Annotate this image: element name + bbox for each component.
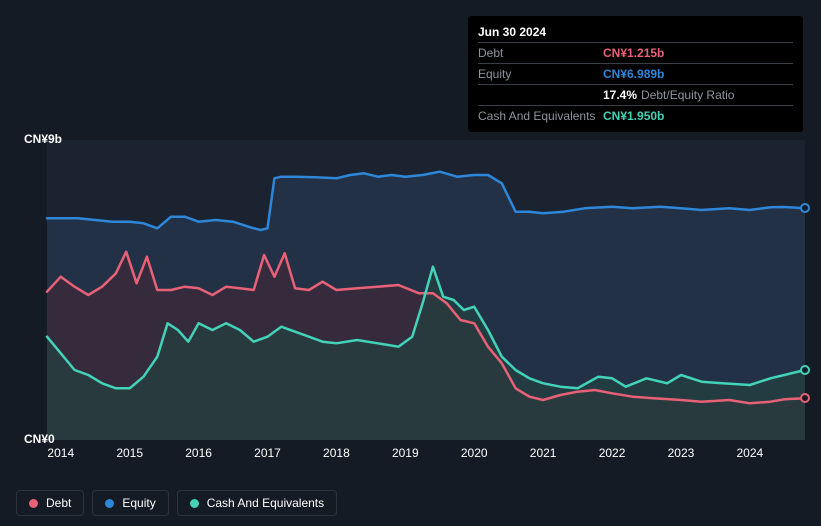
series-end-marker bbox=[800, 203, 810, 213]
x-axis-tick: 2015 bbox=[116, 446, 143, 460]
tooltip-label: Equity bbox=[478, 67, 603, 81]
tooltip-value: CN¥6.989b bbox=[603, 67, 793, 81]
tooltip-value: CN¥1.215b bbox=[603, 46, 793, 60]
x-axis-tick: 2023 bbox=[668, 446, 695, 460]
debt-equity-chart: CN¥9bCN¥0 201420152016201720182019202020… bbox=[16, 120, 805, 470]
y-axis-label: CN¥0 bbox=[24, 432, 55, 446]
tooltip-date: Jun 30 2024 bbox=[478, 22, 793, 42]
legend-label: Debt bbox=[46, 496, 71, 510]
legend-item-equity[interactable]: Equity bbox=[92, 490, 168, 516]
legend-label: Equity bbox=[122, 496, 155, 510]
x-axis-tick: 2016 bbox=[185, 446, 212, 460]
y-axis-label: CN¥9b bbox=[24, 132, 62, 146]
legend-label: Cash And Equivalents bbox=[207, 496, 324, 510]
x-axis-tick: 2020 bbox=[461, 446, 488, 460]
tooltip-label bbox=[478, 88, 603, 102]
x-axis-tick: 2017 bbox=[254, 446, 281, 460]
tooltip-value: 17.4%Debt/Equity Ratio bbox=[603, 88, 793, 102]
tooltip-label: Debt bbox=[478, 46, 603, 60]
legend-dot bbox=[29, 499, 38, 508]
legend-item-cash-and-equivalents[interactable]: Cash And Equivalents bbox=[177, 490, 337, 516]
series-end-marker bbox=[800, 365, 810, 375]
chart-tooltip: Jun 30 2024 DebtCN¥1.215bEquityCN¥6.989b… bbox=[468, 16, 803, 132]
chart-legend: Debt Equity Cash And Equivalents bbox=[16, 490, 337, 516]
tooltip-row: 17.4%Debt/Equity Ratio bbox=[478, 84, 793, 105]
x-axis: 2014 2015 2016 2017 2018 2019 2020 2021 2022 2023… bbox=[47, 446, 805, 466]
legend-dot bbox=[190, 499, 199, 508]
x-axis-tick: 2021 bbox=[530, 446, 557, 460]
legend-item-debt[interactable]: Debt bbox=[16, 490, 84, 516]
tooltip-row: EquityCN¥6.989b bbox=[478, 63, 793, 84]
x-axis-tick: 2014 bbox=[47, 446, 74, 460]
tooltip-row: DebtCN¥1.215b bbox=[478, 42, 793, 63]
x-axis-tick: 2022 bbox=[599, 446, 626, 460]
legend-dot bbox=[105, 499, 114, 508]
x-axis-tick: 2018 bbox=[323, 446, 350, 460]
series-end-marker bbox=[800, 393, 810, 403]
x-axis-tick: 2019 bbox=[392, 446, 419, 460]
chart-svg bbox=[16, 120, 805, 470]
x-axis-tick: 2024 bbox=[737, 446, 764, 460]
